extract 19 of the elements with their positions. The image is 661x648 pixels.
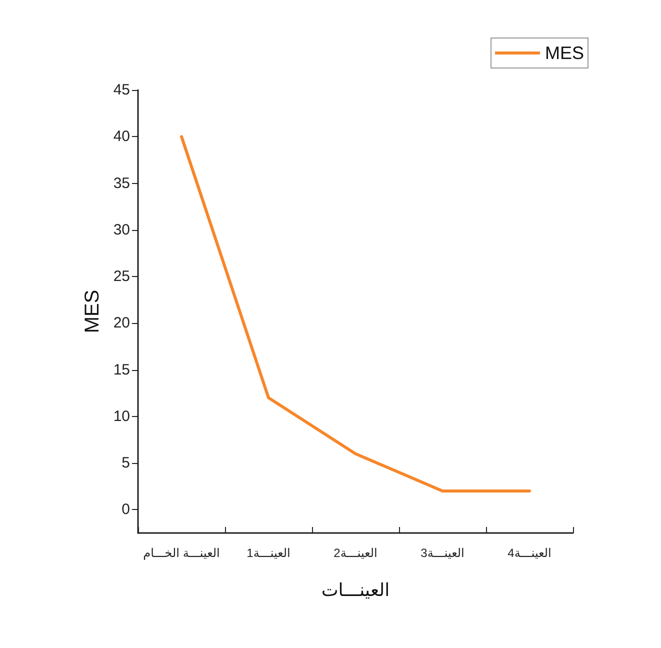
y-tick-label: 10 <box>113 408 130 425</box>
x-axis-title: العينـــات <box>321 580 390 600</box>
legend-label: MES <box>544 43 584 63</box>
y-tick-label: 40 <box>113 128 130 146</box>
x-tick-label: العينـــة4 <box>508 546 552 560</box>
x-tick-label: العينـــة الخـــام <box>143 546 220 560</box>
line-series <box>180 135 531 493</box>
y-tick-label: 25 <box>113 268 130 286</box>
x-tick-label: العينـــة3 <box>420 546 464 560</box>
y-tick-label: 15 <box>113 361 130 378</box>
y-tick-label: 0 <box>122 501 130 518</box>
y-tick-label: 30 <box>113 221 130 238</box>
y-tick-label: 35 <box>113 174 130 192</box>
y-tick-label: 45 <box>113 82 130 98</box>
y-axis-title: MES <box>81 290 104 334</box>
y-tick-label: 5 <box>122 454 130 472</box>
x-tick-label: العينـــة2 <box>334 546 378 560</box>
y-tick-label: 20 <box>113 314 130 332</box>
x-tick-label: العينـــة1 <box>246 546 290 560</box>
